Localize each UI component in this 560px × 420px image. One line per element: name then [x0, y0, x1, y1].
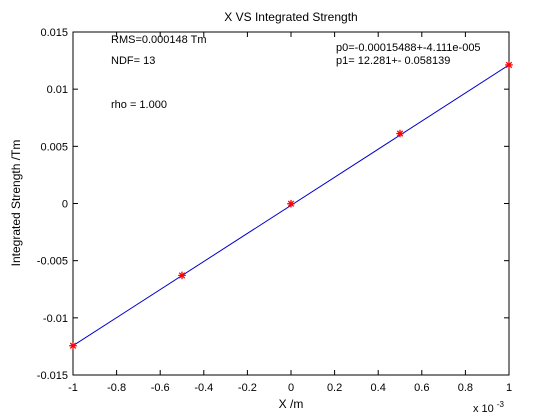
- p0-annotation: p0=-0.00015488+-4.111e-005: [336, 42, 481, 54]
- y-axis-label: Integrated Strength /Tm: [9, 140, 23, 267]
- x-tick-label: -0.8: [107, 382, 126, 394]
- data-point: [69, 341, 77, 350]
- x-tick-label: 0: [288, 382, 294, 394]
- data-point-stroke: [69, 342, 77, 349]
- x-axis-multiplier: x 10 -3: [473, 400, 505, 415]
- y-tick-label: 0: [62, 199, 68, 211]
- y-tick-label: -0.015: [37, 370, 68, 382]
- x-tick-label: 1: [506, 382, 512, 394]
- x-tick-label: -0.2: [238, 382, 257, 394]
- axis-ticks: -1 -0.8 -0.6 -0.4 -0.2 0 0.2 0.4 0.6 0.8 1 0.015 0.0…: [37, 27, 512, 394]
- x-axis-multiplier-exponent: -3: [497, 400, 505, 409]
- y-tick-label: -0.01: [43, 313, 68, 325]
- data-point-stroke: [505, 61, 513, 69]
- x-tick-label: -0.6: [151, 382, 170, 394]
- x-tick-label: -0.4: [194, 382, 213, 394]
- data-point: [287, 199, 295, 208]
- x-tick-label: 0.8: [458, 382, 473, 394]
- data-points: [69, 61, 513, 350]
- p1-annotation: p1= 12.281+- 0.058139: [336, 55, 450, 67]
- y-tick-label: 0.005: [40, 141, 68, 153]
- data-point: [178, 271, 186, 280]
- x-tick-label: 0.6: [414, 382, 429, 394]
- data-point-stroke: [287, 200, 295, 207]
- x-tick-label: -1: [68, 382, 78, 394]
- y-tick-label: 0.015: [40, 27, 68, 39]
- ndf-annotation: NDF= 13: [111, 55, 155, 67]
- data-point: [505, 61, 513, 69]
- data-point-stroke: [178, 272, 186, 279]
- y-tick-label: -0.005: [37, 256, 68, 268]
- y-tick-label: 0.01: [47, 84, 68, 96]
- x-tick-label: 0.4: [371, 382, 386, 394]
- rms-annotation: RMS=0.000148 Tm: [111, 34, 207, 46]
- data-point-stroke: [396, 130, 404, 137]
- chart-title: X VS Integrated Strength: [224, 10, 357, 24]
- x-axis-label: X /m: [279, 397, 304, 411]
- x-axis-multiplier-base: x 10: [473, 403, 494, 415]
- data-point: [396, 129, 404, 138]
- rho-annotation: rho = 1.000: [111, 99, 167, 111]
- x-tick-label: 0.2: [327, 382, 342, 394]
